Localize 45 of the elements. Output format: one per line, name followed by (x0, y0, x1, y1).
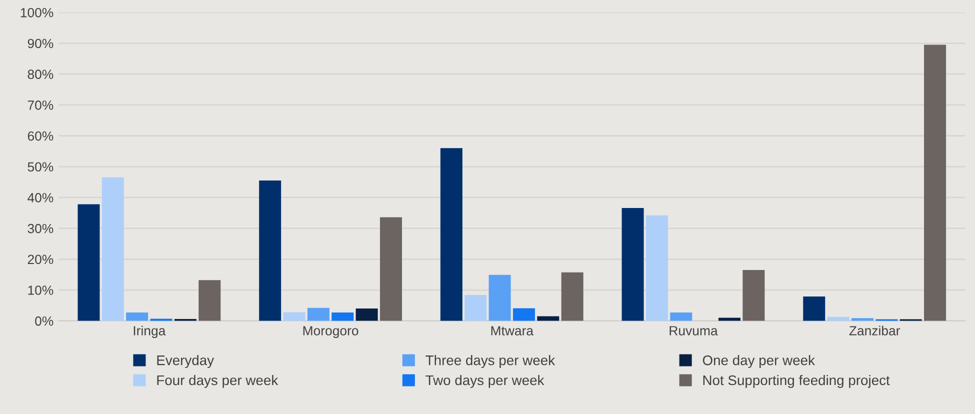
bar (488, 274, 511, 321)
legend-label: Not Supporting feeding project (703, 374, 890, 388)
y-tick-label: 50% (28, 162, 54, 172)
y-tick-label: 40% (28, 193, 54, 202)
bar (356, 308, 378, 321)
bar (670, 312, 692, 321)
bar (259, 180, 282, 321)
bar (622, 208, 644, 321)
bar (537, 316, 560, 321)
legend-label: Everyday (157, 355, 214, 368)
y-tick-label: 0% (35, 316, 54, 326)
legend-label: Four days per week (157, 374, 278, 388)
bar (924, 44, 946, 321)
bar (803, 296, 826, 321)
bar (283, 312, 306, 321)
legend-label: One day per week (702, 355, 815, 368)
bar (102, 177, 124, 321)
x-tick-label: Zanzibar (849, 326, 900, 336)
legend-label: Two days per week (426, 374, 544, 388)
bar (198, 280, 221, 321)
bar (332, 312, 354, 321)
x-tick-label: Iringa (134, 326, 166, 338)
x-tick-label: Mtwara (491, 326, 534, 336)
bar (646, 215, 668, 321)
bar (512, 308, 535, 321)
bar (78, 204, 100, 321)
bar (561, 272, 584, 321)
legend-label: Three days per week (426, 355, 556, 368)
y-tick-label: 10% (28, 286, 54, 295)
x-tick-label: Ruvuma (670, 326, 718, 336)
bar (742, 270, 765, 321)
y-tick-label: 60% (28, 131, 54, 141)
y-tick-label: 30% (28, 224, 54, 234)
bar (440, 148, 462, 321)
y-tick-label: 80% (28, 70, 54, 80)
bar (464, 294, 487, 321)
bar (380, 217, 402, 321)
y-tick-label: 20% (28, 254, 54, 264)
bar (307, 308, 330, 321)
y-tick-label: 70% (28, 100, 54, 110)
x-tick-label: Morogoro (303, 326, 358, 338)
y-tick-label: 90% (28, 38, 54, 48)
y-tick-label: 100% (20, 8, 54, 18)
bar (851, 318, 874, 321)
bar (126, 312, 148, 321)
